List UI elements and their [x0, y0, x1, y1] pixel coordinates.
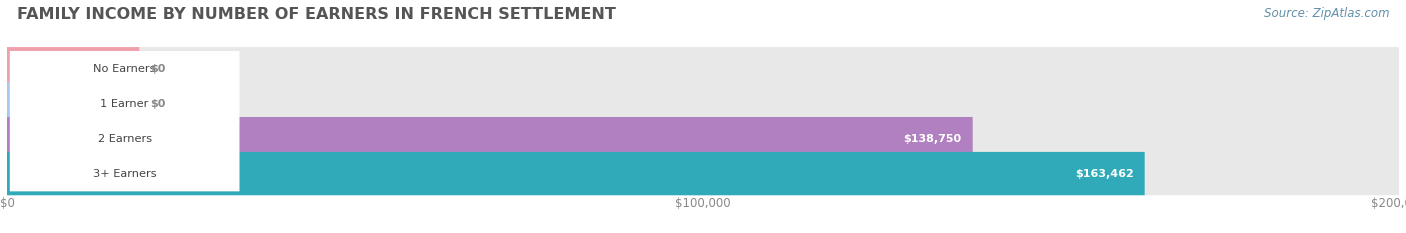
FancyBboxPatch shape	[10, 156, 239, 191]
Text: No Earners: No Earners	[93, 64, 156, 74]
Text: FAMILY INCOME BY NUMBER OF EARNERS IN FRENCH SETTLEMENT: FAMILY INCOME BY NUMBER OF EARNERS IN FR…	[17, 7, 616, 22]
Text: 3+ Earners: 3+ Earners	[93, 169, 156, 178]
Text: $163,462: $163,462	[1074, 169, 1133, 178]
Text: $138,750: $138,750	[904, 134, 962, 144]
FancyBboxPatch shape	[10, 86, 239, 121]
FancyBboxPatch shape	[10, 51, 239, 86]
FancyBboxPatch shape	[7, 82, 139, 125]
FancyBboxPatch shape	[7, 117, 1399, 160]
Text: Source: ZipAtlas.com: Source: ZipAtlas.com	[1264, 7, 1389, 20]
FancyBboxPatch shape	[7, 152, 1144, 195]
FancyBboxPatch shape	[7, 47, 1399, 90]
FancyBboxPatch shape	[7, 152, 1399, 195]
Text: $0: $0	[150, 64, 166, 74]
FancyBboxPatch shape	[7, 47, 139, 90]
Text: 2 Earners: 2 Earners	[97, 134, 152, 144]
FancyBboxPatch shape	[10, 121, 239, 156]
Text: 1 Earner: 1 Earner	[100, 99, 149, 109]
FancyBboxPatch shape	[7, 82, 1399, 125]
Text: $0: $0	[150, 99, 166, 109]
FancyBboxPatch shape	[7, 117, 973, 160]
